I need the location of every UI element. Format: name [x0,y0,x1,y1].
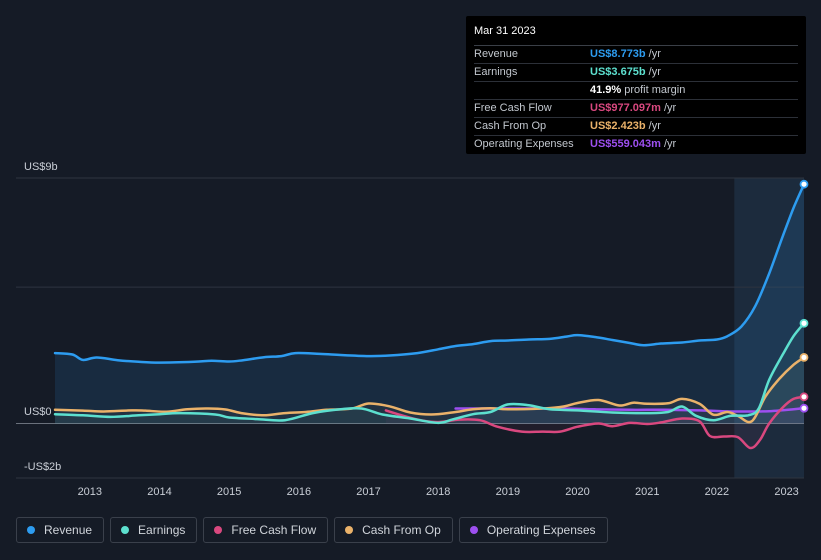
x-tick-label: 2017 [356,486,380,498]
legend-item-earnings[interactable]: Earnings [110,517,198,543]
tooltip-row: 41.9% profit margin [474,82,798,100]
x-tick-label: 2018 [426,486,450,498]
cash-from-op-area [55,357,804,424]
y-tick-label: US$9b [24,161,58,173]
legend-dot-icon [27,526,35,534]
tooltip-unit: profit margin [624,84,686,96]
tooltip-value: US$3.675b [590,66,646,78]
legend-dot-icon [469,526,478,534]
tooltip-row: Earnings US$3.675b/yr [474,64,798,82]
legend-label: Free Cash Flow [231,523,317,537]
revenue-line [53,182,806,364]
legend-dot-icon [345,526,354,534]
tooltip-value: US$559.043m [590,138,661,150]
legend-label: Operating Expenses [486,523,596,537]
legend-dot-icon [121,526,130,534]
y-tick-label: US$0 [24,406,52,418]
legend-dot-icon [214,526,223,534]
legend-item-free-cash-flow[interactable]: Free Cash Flow [203,517,329,543]
x-tick-label: 2015 [217,486,241,498]
tooltip-unit: /yr [648,66,661,78]
legend-label: Cash From Op [362,523,441,537]
tooltip-row: Operating Expenses US$559.043m/yr [474,136,798,153]
tooltip-value: 41.9% [590,84,622,96]
x-tick-label: 2016 [287,486,311,498]
legend-item-revenue[interactable]: Revenue [16,517,105,543]
x-tick-label: 2020 [565,486,589,498]
cash-from-op-end-point [799,352,809,362]
tooltip-value: US$8.773b [590,48,646,60]
legend-label: Earnings [138,523,186,537]
tooltip-label [474,82,590,99]
tooltip-unit: /yr [648,48,661,60]
legend-item-cash-from-op[interactable]: Cash From Op [334,517,453,543]
earnings-line [53,321,806,425]
chart-area: US$9b US$0 -US$2b 2013 2014 2015 2016 2017 2018 2… [16,161,809,498]
y-tick-label: -US$2b [24,461,61,473]
tooltip-row: Cash From Op US$2.423b/yr [474,118,798,136]
tooltip-value: US$977.097m [590,102,661,114]
x-tick-label: 2022 [705,486,729,498]
x-tick-label: 2013 [78,486,102,498]
tooltip-date: Mar 31 2023 [474,23,798,46]
tooltip-unit: /yr [648,120,661,132]
tooltip-label: Earnings [474,66,518,78]
x-tick-label: 2019 [496,486,520,498]
x-tick-label: 2014 [147,486,171,498]
operating-expenses-end-point [799,403,809,413]
legend-label: Revenue [44,523,93,537]
tooltip-label: Revenue [474,48,519,60]
tooltip-unit: /yr [663,138,677,150]
cash-from-op-line [53,356,806,424]
x-tick-label: 2021 [635,486,659,498]
tooltip-unit: /yr [663,102,677,114]
free-cash-flow-line [384,395,806,450]
tooltip-value: US$2.423b [590,120,646,132]
revenue-area [55,184,804,424]
tooltip-label: Cash From Op [474,120,547,132]
tooltip-row: Revenue US$8.773b/yr [474,46,798,64]
free-cash-flow-area [385,396,804,449]
chart-legend: Revenue Earnings Free Cash Flow Cash From O… [16,517,608,545]
tooltip-row: Free Cash Flow US$977.097m/yr [474,100,798,118]
revenue-end-point [799,179,809,189]
x-tick-label: 2023 [774,486,798,498]
legend-item-operating-expenses[interactable]: Operating Expenses [458,517,608,543]
highlight-band [734,178,804,478]
free-cash-flow-end-point [799,392,809,402]
tooltip-label: Operating Expenses [474,138,574,150]
earnings-end-point [799,318,809,328]
tooltip-label: Free Cash Flow [474,102,552,114]
tooltip-panel: Mar 31 2023 Revenue US$8.773b/yr Earnings U… [466,16,806,154]
